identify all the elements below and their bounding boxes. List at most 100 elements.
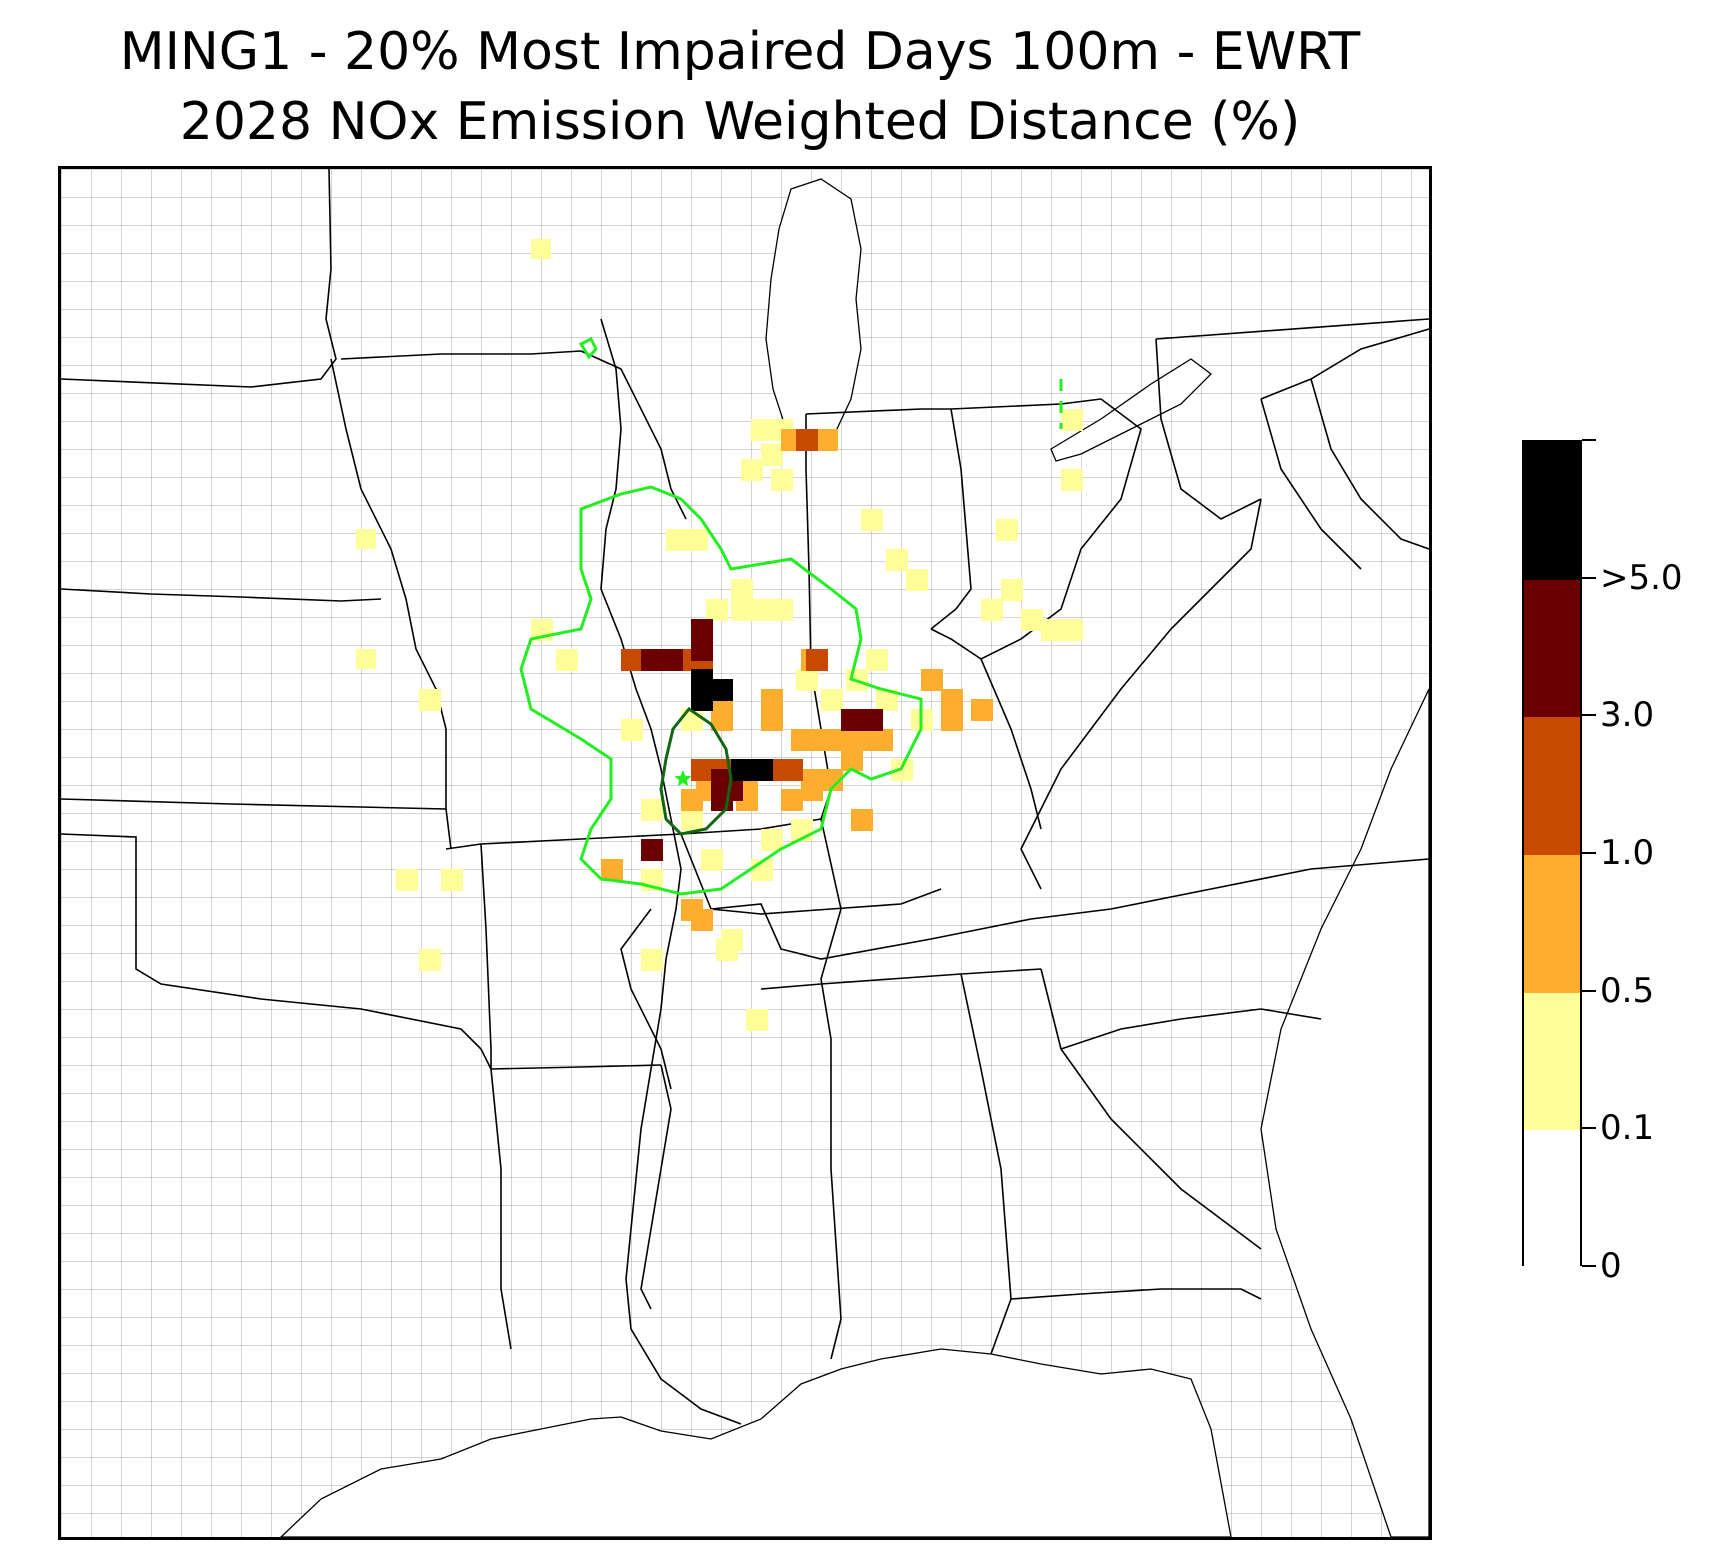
emission-cell xyxy=(801,779,823,801)
emission-cell xyxy=(791,729,813,751)
emission-cell xyxy=(691,639,713,661)
colorbar-tick-label: 1.0 xyxy=(1600,833,1655,873)
colorbar-tick xyxy=(1582,714,1596,717)
emission-cell xyxy=(751,759,773,781)
emission-cell xyxy=(681,809,703,831)
emission-cell xyxy=(691,689,713,711)
emission-cell xyxy=(419,949,441,971)
emission-cell xyxy=(811,729,833,751)
emission-cell xyxy=(816,429,838,451)
colorbar-tick-label: >5.0 xyxy=(1600,557,1683,598)
map-canvas xyxy=(61,169,1429,1537)
emission-cell xyxy=(781,759,803,781)
emission-cell xyxy=(796,429,818,451)
emission-cell xyxy=(796,669,818,691)
emission-cell xyxy=(861,509,883,531)
emission-cell xyxy=(681,789,703,811)
emission-cell xyxy=(731,759,753,781)
emission-cell xyxy=(761,709,783,731)
emission-cell xyxy=(761,829,783,851)
colorbar-segment xyxy=(1524,855,1580,993)
emission-cell xyxy=(661,649,683,671)
emission-cell xyxy=(716,939,738,961)
emission-cell xyxy=(691,669,713,691)
emission-cell xyxy=(941,709,963,731)
colorbar-segment xyxy=(1524,992,1580,1131)
emission-cell xyxy=(941,689,963,711)
colorbar-tick xyxy=(1582,989,1596,992)
emission-cell xyxy=(871,729,893,751)
colorbar-tick xyxy=(1582,852,1596,854)
state-boundaries xyxy=(61,169,1429,1360)
emission-cell xyxy=(1061,469,1083,491)
emission-cell xyxy=(531,239,551,259)
emission-cells xyxy=(356,239,1083,1031)
map-panel xyxy=(58,166,1432,1540)
colorbar-tick-label: 0.5 xyxy=(1600,970,1655,1011)
emission-cell xyxy=(356,649,376,669)
emission-cell xyxy=(771,469,793,491)
emission-cell xyxy=(1041,619,1063,641)
contour-island xyxy=(578,336,598,360)
emission-cell xyxy=(746,1009,768,1031)
emission-cell xyxy=(356,529,376,549)
emission-cell xyxy=(851,729,873,751)
emission-cell xyxy=(866,649,888,671)
emission-cell xyxy=(761,689,783,711)
emission-cell xyxy=(751,599,773,621)
colorbar-tick xyxy=(1582,1265,1596,1267)
colorbar-tick xyxy=(1582,1127,1596,1130)
colorbar-tick-label: 0 xyxy=(1600,1246,1622,1286)
emission-cell xyxy=(641,839,663,861)
star-icon xyxy=(674,770,692,787)
emission-cell xyxy=(876,689,898,711)
emission-cell xyxy=(841,749,863,771)
emission-cell xyxy=(691,759,713,781)
emission-cell xyxy=(711,679,733,701)
emission-cell xyxy=(751,419,773,441)
emission-cell xyxy=(601,859,623,881)
emission-cell xyxy=(831,729,853,751)
emission-cell xyxy=(396,869,418,891)
emission-cell xyxy=(641,649,663,671)
emission-cell xyxy=(1061,409,1083,431)
emission-cell xyxy=(861,709,883,731)
emission-cell xyxy=(806,649,828,671)
emission-cell xyxy=(441,869,463,891)
emission-cell xyxy=(621,719,643,741)
emission-cell xyxy=(741,459,763,481)
emission-cell xyxy=(886,549,908,571)
emission-cell xyxy=(731,579,753,601)
colorbar-segment xyxy=(1524,1130,1580,1268)
atlantic-ocean xyxy=(1260,688,1429,1537)
emission-cell xyxy=(921,669,943,691)
colorbar-tick-label: 0.1 xyxy=(1600,1108,1655,1149)
colorbar-tick xyxy=(1582,439,1596,441)
emission-cell xyxy=(691,619,713,641)
colorbar-segment xyxy=(1524,442,1580,580)
emission-cell xyxy=(761,444,783,466)
emission-cell xyxy=(971,699,993,721)
emission-cell xyxy=(821,689,843,711)
contour-outer xyxy=(519,485,923,896)
map-title-line2: 2028 NOx Emission Weighted Distance (%) xyxy=(179,92,1301,152)
emission-cell xyxy=(711,709,733,731)
colorbar-tick xyxy=(1582,576,1596,579)
emission-cell xyxy=(996,519,1018,541)
emission-cell xyxy=(641,799,663,821)
emission-cell xyxy=(981,599,1003,621)
emission-cell xyxy=(781,789,803,811)
lake-erie xyxy=(1050,358,1212,462)
colorbar-segment xyxy=(1524,717,1580,855)
emission-cell xyxy=(666,529,688,551)
emission-cell xyxy=(1001,579,1023,601)
map-title-line1: MING1 - 20% Most Impaired Days 100m - EW… xyxy=(119,22,1361,82)
colorbar-segment xyxy=(1524,579,1580,718)
emission-cell xyxy=(841,709,863,731)
gulf-of-mexico xyxy=(280,1348,1232,1537)
emission-cell xyxy=(1021,609,1043,631)
land-area xyxy=(61,169,1429,1537)
emission-cell xyxy=(821,769,843,791)
contour-inner xyxy=(659,706,733,836)
emission-cell xyxy=(691,909,713,931)
